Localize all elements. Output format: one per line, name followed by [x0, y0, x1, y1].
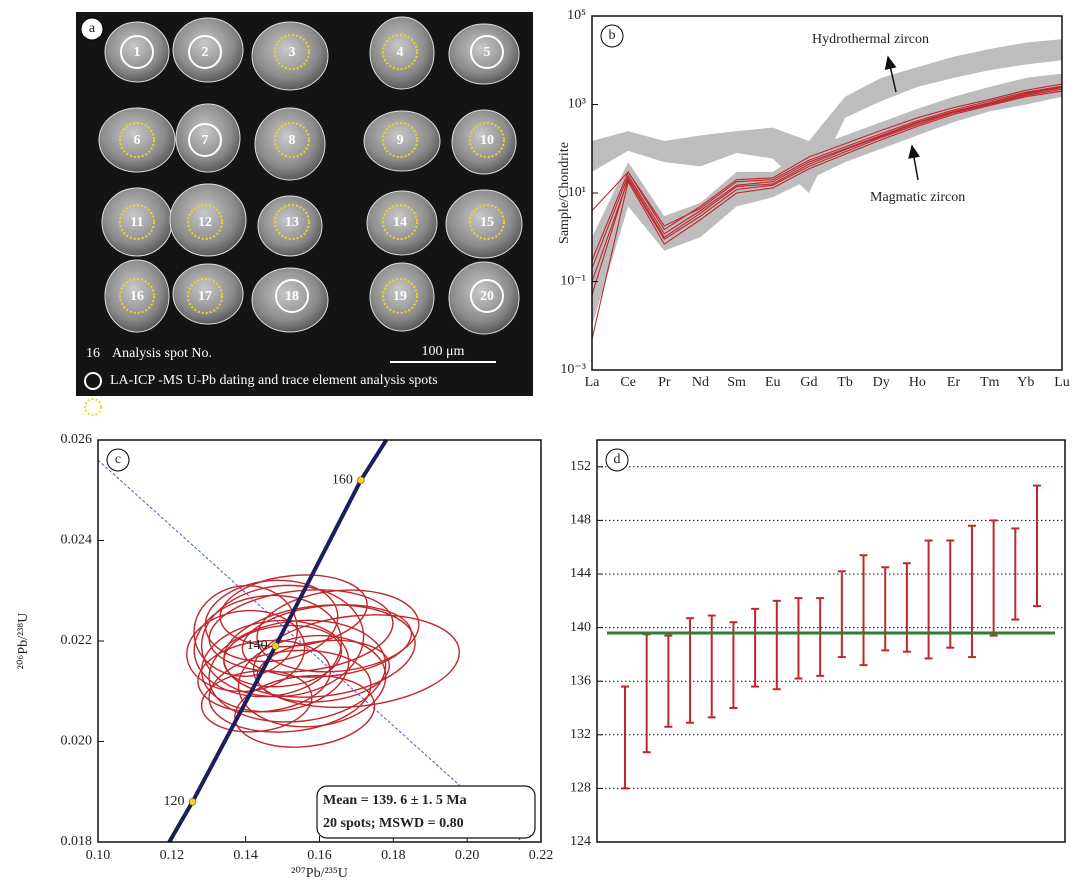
spot-number: 12 — [198, 215, 212, 230]
age-marker — [189, 798, 196, 805]
y-tick-label: 128 — [570, 781, 591, 796]
note: 20 spots; MSWD = 0.80 — [323, 816, 464, 831]
age-label: 140 — [247, 638, 268, 653]
x-tick-label: 0.14 — [233, 848, 258, 863]
x-tick-label: Dy — [873, 375, 890, 390]
y-axis-label: ²⁰⁶Pb/²³⁸U — [16, 613, 31, 670]
y-tick-label: 10⁻³ — [560, 362, 586, 377]
ree-pattern — [592, 88, 1062, 295]
age-marker — [272, 643, 279, 650]
x-tick-label: Pr — [658, 375, 671, 390]
panel-label: a — [89, 21, 96, 36]
age-label: 120 — [164, 794, 185, 809]
spot-number: 1 — [134, 45, 141, 60]
y-tick-label: 140 — [570, 620, 591, 635]
y-tick-label: 148 — [570, 513, 591, 528]
spot-number: 8 — [289, 133, 296, 148]
y-tick-label: 132 — [570, 727, 591, 742]
y-tick-label: 0.026 — [61, 432, 93, 447]
spot-number: 13 — [285, 215, 299, 230]
age-label: 160 — [332, 472, 353, 487]
x-tick-label: 0.20 — [455, 848, 480, 863]
x-tick-label: Nd — [692, 375, 709, 390]
note: Mean = 139. 6 ± 1. 5 Ma — [323, 793, 467, 808]
y-tick-label: 10³ — [568, 97, 586, 112]
plot-frame — [597, 440, 1065, 842]
spot-number: 14 — [393, 215, 407, 230]
spot-number: 19 — [393, 289, 407, 304]
x-tick-label: Yb — [1017, 375, 1034, 390]
x-tick-label: Ho — [909, 375, 926, 390]
spot-number: 7 — [202, 133, 209, 148]
age-marker — [357, 477, 364, 484]
spot-number: 4 — [397, 45, 404, 60]
spot-number: 20 — [480, 289, 494, 304]
scale-bar-label: 100 μm — [422, 344, 465, 359]
x-tick-label: 0.16 — [307, 848, 332, 863]
spot-number: 11 — [130, 215, 143, 230]
x-axis-label: ²⁰⁷Pb/²³⁵U — [291, 866, 348, 881]
y-tick-label: 144 — [570, 566, 591, 581]
panel-label: d — [614, 452, 621, 467]
annotation: Magmatic zircon — [870, 190, 965, 205]
x-tick-label: Tb — [837, 375, 853, 390]
annotation: Hydrothermal zircon — [812, 32, 929, 47]
panel-label: c — [115, 452, 121, 467]
y-tick-label: 0.022 — [61, 633, 93, 648]
spot-number: 5 — [484, 45, 491, 60]
legend-icon-hf — [85, 399, 101, 415]
range-band — [592, 74, 1062, 326]
y-tick-label: 0.024 — [61, 533, 93, 548]
x-tick-label: Er — [947, 375, 961, 390]
x-tick-label: La — [585, 375, 601, 390]
spot-number: 18 — [285, 289, 299, 304]
x-tick-label: Sm — [727, 375, 746, 390]
x-tick-label: Lu — [1054, 375, 1070, 390]
legend-text: LA-ICP -MS U-Pb dating and trace element… — [110, 373, 438, 388]
y-axis-label: Sample/Chondrite — [557, 142, 572, 244]
y-tick-label: 136 — [570, 673, 591, 688]
y-tick-label: 10⁻¹ — [560, 274, 586, 289]
spot-number: 3 — [289, 45, 296, 60]
y-tick-label: 0.020 — [61, 734, 93, 749]
spot-number: 17 — [198, 289, 212, 304]
legend-number: 16 — [86, 346, 100, 361]
annotation-arrow — [912, 146, 918, 180]
x-tick-label: 0.10 — [86, 848, 111, 863]
y-tick-label: 0.018 — [61, 834, 93, 849]
spot-number: 10 — [480, 133, 494, 148]
y-tick-label: 10⁵ — [567, 8, 586, 23]
panel-label: b — [609, 28, 616, 43]
x-tick-label: 0.12 — [160, 848, 185, 863]
figure: 1234567891011121314151617181920a16Analys… — [0, 0, 1072, 885]
spot-number: 6 — [134, 133, 141, 148]
spot-number: 16 — [130, 289, 144, 304]
x-tick-label: Ce — [620, 375, 636, 390]
x-tick-label: Gd — [800, 375, 817, 390]
x-tick-label: Tm — [980, 375, 1000, 390]
x-tick-label: 0.22 — [529, 848, 554, 863]
ree-pattern — [592, 89, 1062, 281]
y-tick-label: 152 — [570, 459, 591, 474]
spot-number: 15 — [480, 215, 494, 230]
spot-number: 9 — [397, 133, 404, 148]
legend-text: LA-MC-ICP -MS Hf isotope analysis spots — [110, 399, 353, 414]
spot-number: 2 — [202, 45, 209, 60]
legend-number-text: Analysis spot No. — [112, 346, 212, 361]
x-tick-label: Eu — [765, 375, 781, 390]
y-tick-label: 124 — [570, 834, 591, 849]
x-tick-label: 0.18 — [381, 848, 406, 863]
